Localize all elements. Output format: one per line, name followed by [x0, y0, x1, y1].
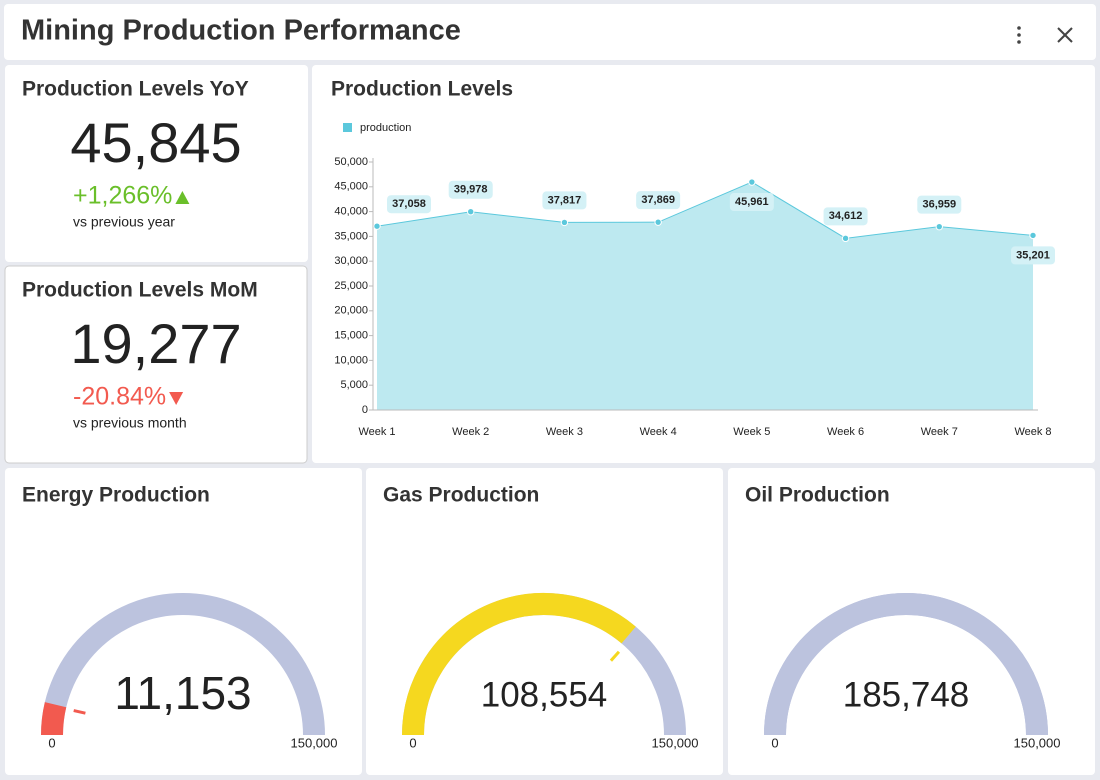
- x-tick-label: Week 4: [640, 426, 677, 438]
- line: [376, 181, 1034, 239]
- chart-title: Production Levels: [331, 78, 513, 101]
- data-label-box: [823, 207, 868, 226]
- page-title: Mining Production Performance: [21, 15, 461, 47]
- y-tick-label: 0: [362, 404, 368, 416]
- gauge-tick-label: 150,000: [1014, 735, 1061, 750]
- x-tick-label: Week 2: [452, 426, 489, 438]
- kpi-card: [4, 265, 308, 464]
- x-tick-label: Week 8: [1014, 426, 1051, 438]
- kpi-title: Production Levels MoM: [22, 279, 258, 302]
- data-label: 37,058: [392, 198, 426, 210]
- y-tick-label: 30,000: [334, 255, 368, 267]
- gauge-value: 108,554: [481, 675, 608, 714]
- y-tick-label: 40,000: [334, 206, 368, 218]
- data-label-box: [729, 193, 774, 212]
- point: [748, 178, 756, 186]
- data-label-box: [917, 195, 962, 214]
- gauge-track: [41, 593, 325, 736]
- data-label-box: [448, 180, 493, 199]
- gauge-tick-label: 0: [48, 735, 55, 750]
- menu-button[interactable]: [1017, 26, 1021, 44]
- y-tick-label: 5,000: [340, 379, 368, 391]
- header: [4, 4, 1096, 60]
- point: [654, 218, 662, 226]
- gauge-title: Gas Production: [383, 484, 539, 507]
- y-tick-label: 50,000: [334, 156, 368, 168]
- kpi-value: 45,845: [70, 111, 241, 174]
- gauge-card: [5, 468, 362, 775]
- y-tick-label: 35,000: [334, 230, 368, 242]
- x-tick-label: Week 1: [358, 426, 395, 438]
- gauge-tick-label: 150,000: [291, 735, 338, 750]
- gauge-tick-label: 150,000: [652, 735, 699, 750]
- data-label: 39,978: [454, 184, 488, 196]
- data-label-box: [542, 191, 587, 210]
- kpi-change: +1,266%: [73, 182, 172, 210]
- gauge-fill: [764, 593, 1048, 736]
- trend-arrow: [175, 191, 190, 204]
- data-label: 37,817: [548, 194, 582, 206]
- data-label-box: [636, 191, 681, 210]
- data-label-box: [1011, 246, 1055, 265]
- x-tick-label: Week 5: [733, 426, 770, 438]
- gauge-fill: [402, 593, 636, 736]
- y-tick-label: 25,000: [334, 280, 368, 292]
- point: [935, 222, 943, 231]
- gauge-tick-label: 0: [409, 735, 416, 750]
- y-tick-label: 10,000: [334, 354, 368, 366]
- data-label: 35,201: [1016, 249, 1050, 261]
- kpi-note: vs previous month: [73, 415, 187, 431]
- kpi-title: Production Levels YoY: [22, 78, 249, 101]
- point: [467, 208, 475, 216]
- legend-swatch: [343, 123, 352, 132]
- data-label: 45,961: [735, 196, 769, 208]
- point: [1029, 231, 1037, 240]
- point: [841, 234, 850, 243]
- point: [373, 222, 381, 230]
- y-tick-label: 15,000: [334, 330, 368, 342]
- y-tick-label: 45,000: [334, 181, 368, 193]
- trend-arrow: [169, 392, 184, 405]
- gauge-card: [366, 468, 723, 775]
- gauge-card: [728, 468, 1095, 775]
- point: [560, 218, 569, 227]
- area: [377, 182, 1033, 410]
- gauge-title: Energy Production: [22, 484, 210, 507]
- gauge-target: [73, 709, 86, 715]
- data-label: 34,612: [829, 210, 863, 222]
- data-label: 36,959: [922, 199, 956, 211]
- data-label-box: [387, 195, 431, 214]
- x-tick-label: Week 6: [827, 426, 864, 438]
- kpi-change: -20.84%: [73, 383, 166, 411]
- gauge-value: 11,153: [114, 667, 251, 719]
- data-label: 37,869: [641, 194, 675, 206]
- y-tick-label: 20,000: [334, 305, 368, 317]
- gauge-value: 185,748: [843, 675, 970, 714]
- gauge-target: [609, 650, 621, 662]
- x-tick-label: Week 3: [546, 426, 583, 438]
- x-tick-label: Week 7: [921, 426, 958, 438]
- legend-label: production: [360, 122, 411, 134]
- kpi-card: [5, 65, 308, 262]
- gauge-fill: [41, 702, 67, 736]
- gauge-title: Oil Production: [745, 484, 890, 507]
- kpi-value: 19,277: [70, 312, 241, 375]
- kpi-note: vs previous year: [73, 214, 175, 230]
- close-button[interactable]: [1057, 27, 1073, 43]
- gauge-tick-label: 0: [771, 735, 778, 750]
